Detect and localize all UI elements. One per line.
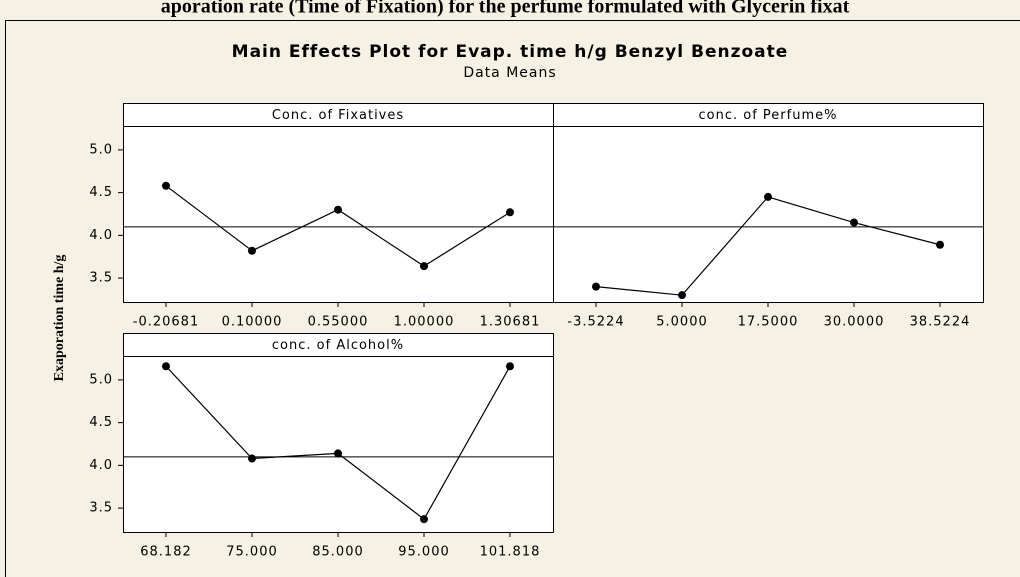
x-tick-label: 1.30681 — [480, 315, 541, 330]
x-tick-label: 30.0000 — [824, 315, 885, 330]
x-tick-label: 0.55000 — [308, 315, 369, 330]
y-tick-label: 3.5 — [89, 501, 113, 516]
panel-title: conc. of Perfume% — [699, 108, 838, 123]
y-tick-label: 4.5 — [89, 415, 113, 430]
x-tick-label: -0.20681 — [133, 315, 199, 330]
panel-title: Conc. of Fixatives — [272, 108, 404, 123]
caption: aporation rate (Time of Fixation) for th… — [161, 0, 850, 18]
panel-title: conc. of Alcohol% — [272, 338, 404, 353]
point — [162, 362, 170, 371]
point — [334, 205, 342, 214]
point — [678, 291, 686, 300]
x-tick-label: 101.818 — [480, 545, 541, 560]
y-tick-label: 5.0 — [89, 142, 113, 157]
point — [248, 454, 256, 463]
point — [162, 181, 170, 190]
chart-subtitle: Data Means — [463, 65, 556, 81]
chart-title: Main Effects Plot for Evap. time h/g Ben… — [232, 42, 789, 62]
panel-plot — [123, 356, 554, 533]
panel-plot — [123, 126, 554, 303]
point — [506, 208, 514, 217]
point — [850, 218, 858, 227]
y-tick-label: 4.0 — [89, 228, 113, 243]
point — [420, 262, 428, 271]
x-tick-label: 85.000 — [312, 545, 364, 560]
point — [334, 449, 342, 458]
panel-plot — [553, 126, 984, 303]
point — [506, 362, 514, 371]
y-tick-label: 4.0 — [89, 458, 113, 473]
x-tick-label: 38.5224 — [910, 315, 971, 330]
y-tick-label: 4.5 — [89, 185, 113, 200]
x-tick-label: 0.10000 — [222, 315, 283, 330]
x-tick-label: -3.5224 — [567, 315, 624, 330]
x-tick-label: 17.5000 — [738, 315, 799, 330]
point — [420, 515, 428, 524]
x-tick-label: 1.00000 — [394, 315, 455, 330]
point — [936, 240, 944, 249]
point — [248, 246, 256, 255]
x-tick-label: 95.000 — [398, 545, 450, 560]
y-tick-label: 5.0 — [89, 372, 113, 387]
point — [764, 192, 772, 201]
x-tick-label: 75.000 — [226, 545, 278, 560]
y-axis-label: Exaporation time h/g — [52, 255, 67, 382]
x-tick-label: 5.0000 — [656, 315, 708, 330]
y-tick-label: 3.5 — [89, 271, 113, 286]
x-tick-label: 68.182 — [140, 545, 192, 560]
point — [592, 282, 600, 291]
